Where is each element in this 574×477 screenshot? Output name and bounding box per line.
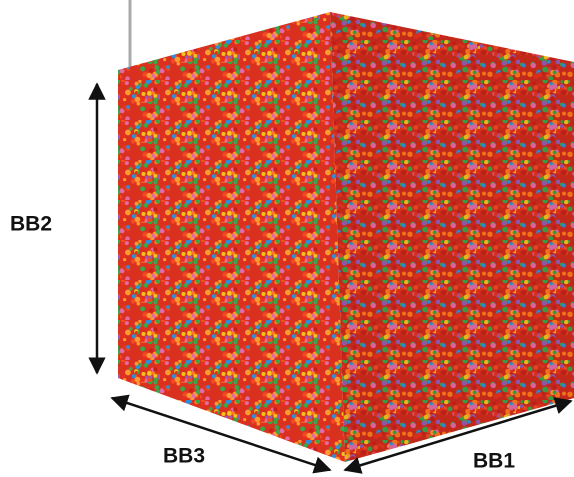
bb2-label: BB2 <box>10 213 52 236</box>
bb3-label: BB3 <box>163 445 205 468</box>
page: {"labels": {"bb1": "BB1", "bb2": "BB2", … <box>0 0 574 477</box>
cube-left-face <box>118 12 345 462</box>
cube-shade <box>330 12 574 462</box>
bb1-label: BB1 <box>473 450 515 473</box>
figure: BB2 BB3 BB1 <box>0 0 574 477</box>
